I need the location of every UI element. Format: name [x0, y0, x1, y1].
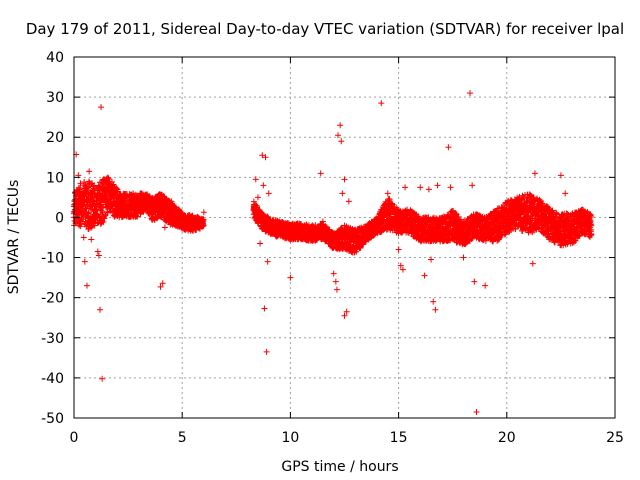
data-point: [84, 185, 91, 192]
data-point: [438, 224, 445, 231]
data-point: [85, 184, 92, 191]
data-point: [386, 196, 393, 203]
data-point: [101, 184, 108, 191]
data-point: [468, 235, 475, 242]
data-point: [113, 185, 120, 192]
data-point: [200, 216, 207, 223]
data-point: [108, 178, 115, 185]
data-point: [83, 187, 90, 194]
data-point: [101, 215, 108, 222]
data-point: [89, 183, 96, 190]
data-point: [90, 197, 97, 204]
data-points: [70, 90, 595, 415]
data-point: [77, 220, 84, 227]
